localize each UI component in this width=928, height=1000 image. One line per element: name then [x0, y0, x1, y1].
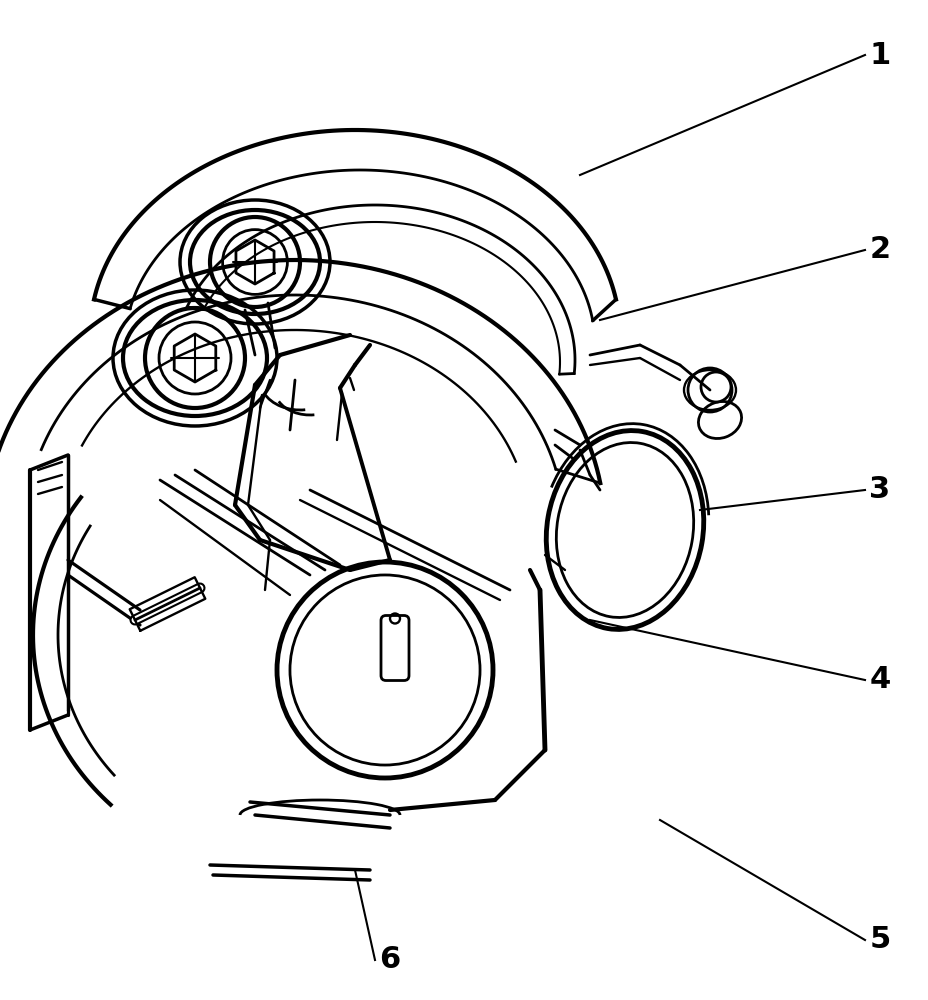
Circle shape [701, 372, 730, 402]
Text: 4: 4 [869, 666, 890, 694]
FancyBboxPatch shape [380, 615, 408, 680]
Text: 3: 3 [869, 476, 890, 504]
Text: 5: 5 [869, 925, 890, 954]
Text: 6: 6 [379, 945, 400, 974]
Text: 2: 2 [869, 235, 890, 264]
Text: 1: 1 [869, 41, 890, 70]
